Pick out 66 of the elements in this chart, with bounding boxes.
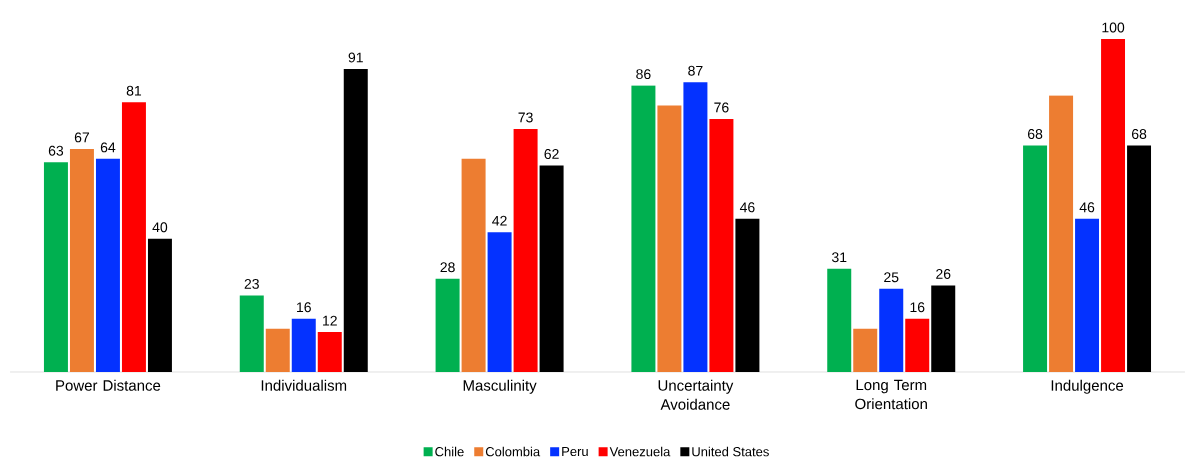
legend-label: Colombia (485, 446, 541, 457)
data-label: 68 (1131, 129, 1147, 140)
data-label: 87 (688, 65, 703, 76)
x-tick-label: Uncertainty Avoidance (658, 379, 734, 410)
data-label: 100 (1102, 22, 1125, 33)
data-label: 46 (1079, 202, 1095, 213)
data-label: 26 (936, 268, 951, 279)
data-label: 46 (739, 202, 755, 213)
bar (1127, 145, 1152, 372)
data-label: 67 (74, 132, 90, 143)
data-label: 81 (126, 85, 142, 96)
bar (239, 295, 264, 372)
data-label: 68 (1027, 129, 1043, 140)
legend-label: Chile (435, 446, 464, 457)
bar (879, 288, 904, 372)
bar (265, 328, 290, 372)
bar (487, 232, 512, 372)
bar (853, 328, 878, 372)
bar (69, 148, 94, 372)
data-label: 16 (910, 302, 925, 313)
legend-label: Peru (562, 447, 588, 457)
data-label: 28 (440, 262, 455, 273)
bar (461, 158, 486, 372)
bar (147, 238, 172, 372)
bar (513, 128, 538, 372)
bar (343, 68, 368, 372)
data-label: 86 (636, 69, 651, 80)
x-tick-label: Indulgence (1051, 379, 1124, 394)
legend-label: Venezuela (609, 446, 671, 457)
data-label: 91 (348, 52, 363, 63)
bar (291, 318, 316, 372)
bar (43, 162, 68, 372)
bar (435, 278, 460, 372)
data-label: 31 (831, 252, 847, 263)
data-label: 23 (244, 278, 259, 289)
data-label: 64 (100, 142, 116, 153)
bar (657, 105, 682, 372)
bar (317, 332, 342, 372)
data-label: 16 (297, 302, 311, 313)
bar (95, 158, 120, 372)
legend-label: United States (692, 446, 769, 457)
bar (905, 318, 930, 372)
data-label: 62 (544, 149, 559, 160)
bar (539, 165, 564, 372)
bar (1023, 145, 1048, 372)
x-tick-label: Long Term Orientation (855, 379, 927, 410)
data-label: 73 (518, 112, 533, 123)
bar (121, 102, 146, 372)
x-tick-label: Individualism (261, 379, 347, 391)
bar (827, 268, 852, 372)
x-tick-label: Power Distance (56, 379, 161, 391)
bar (735, 218, 760, 372)
bar (683, 82, 708, 372)
bar (931, 285, 956, 372)
x-tick-label: Masculinity (463, 379, 537, 394)
data-label: 25 (884, 272, 899, 283)
data-label: 76 (714, 102, 729, 113)
data-label: 42 (492, 215, 507, 226)
bar (1101, 39, 1126, 372)
data-label: 40 (152, 222, 168, 233)
bar (1049, 95, 1074, 372)
bar (1075, 218, 1100, 372)
data-label: 12 (323, 315, 337, 326)
data-label: 63 (48, 145, 64, 156)
bar (709, 118, 734, 372)
bar (631, 85, 656, 372)
